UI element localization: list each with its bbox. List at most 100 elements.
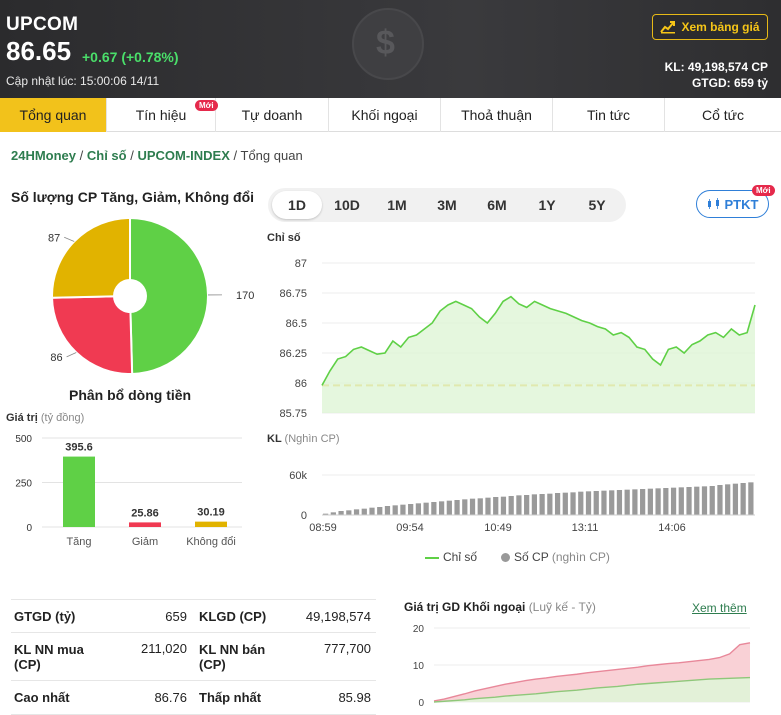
tab-label: Thoả thuận [461, 107, 532, 123]
volume-bar [586, 491, 591, 515]
volume-bar [501, 497, 506, 515]
foreign-ytick: 10 [413, 661, 425, 672]
volume-bar [338, 511, 343, 515]
breadcrumb-current: Tổng quan [241, 148, 303, 163]
tab-overview[interactable]: Tổng quan [0, 98, 107, 132]
price-ytick: 85.75 [279, 408, 307, 420]
pie-label: 86 [50, 352, 62, 364]
range-5y[interactable]: 5Y [572, 191, 622, 219]
stat-value: 211,020 [141, 641, 187, 656]
range-1d[interactable]: 1D [272, 191, 322, 219]
price-ylabel: Chỉ số [267, 232, 301, 244]
volume-bar [655, 488, 660, 515]
tab-label: Tín hiệu [136, 107, 187, 123]
time-tick: 08:59 [309, 522, 337, 534]
flow-ytick: 250 [15, 479, 32, 490]
total-value: GTGD: 659 tỷ [692, 76, 768, 90]
time-tick: 09:54 [396, 522, 424, 534]
ptkt-button[interactable]: PTKT Mới [696, 190, 769, 218]
volume-bar [648, 489, 653, 515]
volume-bar [733, 484, 738, 515]
range-10d[interactable]: 10D [322, 191, 372, 219]
volume-bar [555, 493, 560, 515]
volume-bar [346, 510, 351, 515]
total-volume: KL: 49,198,574 CP [665, 60, 768, 74]
volume-bar [632, 489, 637, 515]
price-ytick: 87 [295, 258, 307, 270]
volume-bar [493, 497, 498, 515]
volume-bar [663, 488, 668, 515]
volume-bar [532, 494, 537, 515]
chart-legend: Chỉ số Số CP (nghìn CP) [425, 550, 610, 564]
index-change: +0.67 (+0.78%) [82, 49, 179, 65]
volume-bar [679, 487, 684, 515]
flow-ytick: 0 [26, 523, 32, 534]
flow-category: Giảm [132, 536, 158, 548]
tab-proprietary[interactable]: Tự doanh [216, 98, 329, 132]
breadcrumb: 24HMoney / Chỉ số / UPCOM-INDEX / Tổng q… [11, 148, 303, 163]
stat-label: GTGD (tỷ) [14, 609, 75, 624]
flow-bar [195, 522, 227, 527]
flow-bar-value: 30.19 [197, 507, 225, 519]
range-1m[interactable]: 1M [372, 191, 422, 219]
flow-category: Không đổi [186, 536, 236, 548]
tab-news[interactable]: Tin tức [553, 98, 665, 132]
tab-label: Tổng quan [20, 107, 87, 123]
candlestick-icon [707, 198, 721, 210]
pie-label: 87 [48, 232, 60, 244]
tab-foreign[interactable]: Khối ngoại [329, 98, 441, 132]
volume-bar [485, 498, 490, 515]
volume-ytick: 60k [289, 470, 307, 482]
tab-dividends[interactable]: Cổ tức [665, 98, 781, 132]
breadcrumb-upcom[interactable]: UPCOM-INDEX [137, 148, 229, 163]
time-tick: 13:11 [572, 522, 599, 534]
ptkt-label: PTKT [725, 197, 759, 212]
flow-ytick: 500 [15, 434, 32, 445]
volume-bar [516, 495, 521, 515]
volume-bar [625, 490, 630, 515]
volume-bar [416, 503, 421, 515]
index-header: $ UPCOM 86.65 +0.67 (+0.78%) Cập nhật lú… [0, 0, 781, 98]
index-value: 86.65 [6, 36, 71, 67]
flow-category: Tăng [66, 536, 91, 548]
tab-label: Khối ngoại [351, 107, 417, 123]
volume-bar [524, 495, 529, 515]
volume-bar [354, 509, 359, 515]
volume-bar [509, 496, 514, 515]
range-3m[interactable]: 3M [422, 191, 472, 219]
volume-bar [431, 502, 436, 515]
flow-bar [63, 457, 95, 527]
stat-value: 659 [165, 609, 187, 624]
pie-leader [67, 353, 77, 357]
range-6m[interactable]: 6M [472, 191, 522, 219]
volume-ylabel: KL (Nghìn CP) [267, 433, 340, 445]
breadcrumb-index[interactable]: Chỉ số [87, 148, 127, 163]
volume-bar [717, 485, 722, 515]
see-more-link[interactable]: Xem thêm [692, 601, 747, 615]
breadcrumb-home[interactable]: 24HMoney [11, 148, 76, 163]
volume-bar [362, 509, 367, 515]
volume-bar [594, 491, 599, 515]
tab-label: Tự doanh [242, 107, 303, 123]
tab-negotiated[interactable]: Thoả thuận [441, 98, 553, 132]
update-time: Cập nhật lúc: 15:00:06 14/11 [6, 74, 159, 88]
volume-bar [393, 505, 398, 515]
range-1y[interactable]: 1Y [522, 191, 572, 219]
volume-bar [617, 490, 622, 515]
flow-title: Phân bổ dòng tiền [69, 387, 191, 403]
price-board-button[interactable]: Xem bảng giá [652, 14, 768, 40]
price-ytick: 86.25 [279, 348, 307, 360]
stat-value: 49,198,574 [306, 609, 371, 624]
flow-ylabel: Giá trị (tỷ đồng) [6, 412, 84, 424]
volume-bar [400, 505, 405, 515]
index-name: UPCOM [6, 14, 78, 36]
